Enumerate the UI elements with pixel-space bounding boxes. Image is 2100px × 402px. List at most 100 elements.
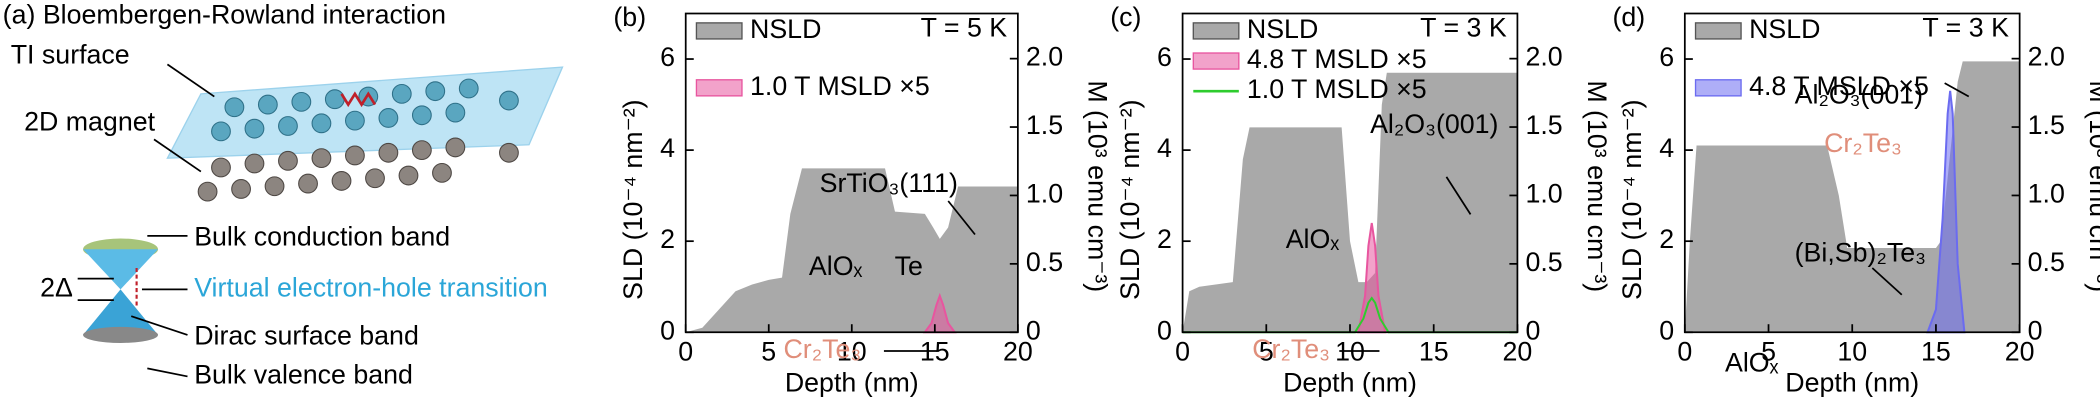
y2-axis-label: M (10³ emu cm⁻³): [2084, 80, 2100, 292]
y2-tick-label: 0.5: [2028, 247, 2065, 277]
annotation: Cr₂Te₃: [1824, 128, 1902, 158]
y-axis-label: SLD (10⁻⁴ nm⁻²): [1115, 99, 1145, 299]
y2-tick-label: 1.5: [2028, 110, 2065, 140]
schematic: (a) Bloembergen-Rowland interaction TI s…: [3, 0, 564, 390]
panel-label: (b): [613, 2, 646, 32]
annotation: AlOₓ: [1286, 224, 1340, 254]
x-tick-label: 10: [1837, 337, 1867, 367]
leader: [1944, 82, 1970, 98]
leader: [947, 200, 976, 236]
y-tick-label: 6: [1157, 42, 1172, 72]
y2-tick-label: 0: [1525, 315, 1540, 345]
legend-label: 4.8 T MSLD ×5: [1749, 71, 1929, 101]
y2-tick-label: 2.0: [1525, 42, 1562, 72]
upper-cone: [83, 249, 159, 290]
annotation: T = 5 K: [921, 13, 1008, 43]
y-tick-label: 2: [660, 224, 675, 254]
annotation: T = 3 K: [1420, 13, 1507, 43]
x-tick-label: 20: [1003, 337, 1033, 367]
y2-tick-label: 0.5: [1525, 247, 1562, 277]
x-tick-label: 15: [1921, 337, 1951, 367]
series-area: [1684, 61, 2020, 333]
legend-label: NSLD: [750, 14, 821, 44]
x-tick-label: 10: [837, 337, 867, 367]
x-tick-label: 5: [1761, 337, 1776, 367]
annotation: AlOₓ: [1725, 347, 1779, 377]
label: Bulk valence band: [194, 360, 413, 390]
legend-swatch: [1192, 22, 1240, 40]
series-area: [922, 292, 957, 334]
lower-cone: [83, 289, 159, 335]
x-axis-label: Depth (nm): [1283, 368, 1417, 398]
panel-title: (a) Bloembergen-Rowland interaction: [3, 0, 446, 29]
annotation: Te: [895, 251, 923, 281]
annotation: (Bi,Sb)₂Te₃: [1795, 238, 1926, 268]
x-tick-label: 20: [2005, 337, 2035, 367]
series-area: [685, 168, 1018, 333]
label: 2Δ: [40, 272, 73, 302]
x-tick-label: 0: [1175, 337, 1190, 367]
annotation: Cr₂Te₃: [1252, 334, 1330, 364]
annotation: Al₂O₃(001): [1795, 80, 1923, 110]
legend-swatch: [695, 22, 743, 40]
y2-tick-label: 0: [1026, 315, 1041, 345]
leader: [1445, 176, 1472, 215]
annotation: SrTiO₃(111): [820, 168, 958, 198]
leader: [1871, 267, 1903, 296]
y-tick-label: 2: [1157, 224, 1172, 254]
y-tick-label: 0: [1157, 315, 1172, 345]
y-tick-label: 6: [1659, 42, 1674, 72]
legend-label: 1.0 T MSLD ×5: [1247, 74, 1427, 104]
y-axis-label: SLD (10⁻⁴ nm⁻²): [1617, 99, 1647, 299]
y2-tick-label: 1.0: [2028, 179, 2065, 209]
y-tick-label: 6: [660, 42, 675, 72]
x-tick-label: 5: [761, 337, 776, 367]
y2-tick-label: 1.5: [1026, 110, 1063, 140]
interaction-arrow: [340, 91, 377, 108]
label: 2D magnet: [24, 106, 155, 136]
cone-bottom: [83, 326, 159, 343]
y-tick-label: 0: [1659, 315, 1674, 345]
x-axis-label: Depth (nm): [785, 368, 919, 398]
series-area: [1182, 72, 1518, 333]
annotation: Cr₂Te₃: [783, 334, 861, 364]
annotation: AlOₓ: [809, 251, 863, 281]
leader: [166, 63, 215, 98]
y2-tick-label: 2.0: [1026, 42, 1063, 72]
legend-swatch: [1192, 52, 1240, 70]
y-tick-label: 4: [1157, 133, 1172, 163]
label: Bulk conduction band: [194, 222, 450, 252]
x-tick-label: 0: [1677, 337, 1692, 367]
y2-axis-label: M (10³ emu cm⁻³): [1082, 80, 1112, 292]
x-tick-label: 0: [678, 337, 693, 367]
legend-swatch: [1694, 79, 1742, 97]
legend-label: NSLD: [1749, 14, 1820, 44]
y-tick-label: 2: [1659, 224, 1674, 254]
y-tick-label: 4: [660, 133, 675, 163]
y2-tick-label: 0: [2028, 315, 2043, 345]
leader: [130, 234, 188, 378]
series-area: [1926, 90, 1966, 334]
legend-label: 4.8 T MSLD ×5: [1247, 44, 1427, 74]
magnet-atoms: [197, 137, 519, 202]
y-axis-label: SLD (10⁻⁴ nm⁻²): [618, 99, 648, 299]
annotation: T = 3 K: [1922, 13, 2009, 43]
series-area: [1182, 296, 1518, 334]
x-axis-label: Depth (nm): [1785, 368, 1919, 398]
panel-label: (d): [1613, 2, 1646, 32]
x-tick-label: 20: [1503, 337, 1533, 367]
x-tick-label: 5: [1259, 337, 1274, 367]
label: Virtual electron-hole transition: [194, 272, 548, 302]
y2-tick-label: 2.0: [2028, 42, 2065, 72]
y2-tick-label: 1.5: [1525, 110, 1562, 140]
legend-swatch: [695, 79, 743, 97]
legend-label: NSLD: [1247, 14, 1318, 44]
x-tick-label: 15: [1419, 337, 1449, 367]
panel-label: (c): [1110, 2, 1141, 32]
leader: [153, 138, 202, 173]
legend-swatch: [1694, 22, 1742, 40]
y2-tick-label: 0.5: [1026, 247, 1063, 277]
ti-atoms: [211, 78, 519, 142]
y2-tick-label: 1.0: [1026, 179, 1063, 209]
